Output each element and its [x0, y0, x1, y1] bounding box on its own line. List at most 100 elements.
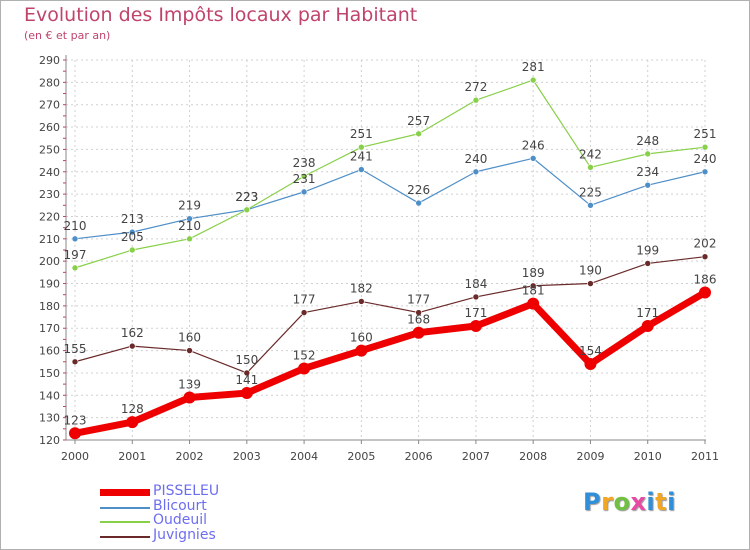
data-point-oudeuil	[701, 143, 709, 151]
data-point-juvignies	[186, 347, 193, 354]
data-point-pisseleu	[641, 320, 654, 332]
data-point-pisseleu	[240, 387, 253, 400]
chart-title: Evolution des Impôts locaux par Habitant	[24, 4, 418, 26]
data-point-juvignies	[529, 282, 537, 290]
y-tick-label: 120	[39, 434, 60, 447]
y-tick-label: 140	[39, 389, 60, 402]
series-line-juvignies	[74, 256, 706, 374]
data-point-blicourt	[644, 181, 652, 189]
data-point-pisseleu	[298, 362, 311, 375]
data-label-pisseleu: 160	[350, 331, 373, 345]
series-line-oudeuil	[74, 79, 706, 269]
legend-swatch	[100, 489, 150, 496]
x-tick-label: 2010	[634, 450, 662, 463]
data-label-blicourt: 246	[522, 138, 545, 152]
data-label-juvignies: 177	[293, 293, 316, 307]
data-point-blicourt	[529, 155, 537, 162]
data-label-juvignies: 199	[636, 243, 659, 257]
x-tick-label: 2007	[462, 450, 490, 463]
data-label-oudeuil: 238	[293, 156, 316, 170]
x-tick-label: 2000	[61, 450, 89, 463]
data-label-pisseleu: 139	[178, 378, 201, 392]
data-point-juvignies	[358, 298, 365, 305]
data-label-pisseleu: 181	[522, 284, 545, 298]
x-tick-label: 2005	[347, 450, 375, 463]
data-point-oudeuil	[587, 163, 594, 171]
data-label-pisseleu: 128	[121, 402, 144, 416]
y-tick-label: 190	[39, 278, 60, 291]
series-line-pisseleu	[74, 289, 707, 437]
data-label-oudeuil: 210	[178, 219, 201, 233]
legend-swatch	[100, 506, 150, 509]
data-label-juvignies: 155	[64, 342, 87, 356]
y-tick-label: 230	[39, 188, 60, 201]
data-label-pisseleu: 123	[64, 413, 87, 427]
x-tick-label: 2003	[233, 450, 261, 463]
data-label-juvignies: 177	[407, 293, 430, 307]
data-point-blicourt	[358, 166, 365, 173]
legend-label: PISSELEU	[153, 483, 220, 499]
data-point-blicourt	[186, 215, 193, 223]
data-label-oudeuil: 248	[636, 134, 659, 148]
data-point-pisseleu	[412, 326, 425, 339]
data-point-blicourt	[701, 168, 709, 176]
label-layer: 155 162 160 150 177 182 177 184 189 190 199 202 210 2…	[64, 60, 717, 427]
data-label-oudeuil: 251	[350, 127, 373, 141]
data-point-juvignies	[243, 369, 251, 377]
data-label-oudeuil: 251	[694, 127, 717, 141]
data-point-oudeuil	[71, 264, 79, 272]
data-label-pisseleu: 171	[464, 306, 487, 320]
data-label-blicourt: 223	[235, 190, 258, 204]
chart-subtitle: (en € et par an)	[24, 29, 111, 42]
data-label-blicourt: 240	[464, 152, 487, 166]
legend-label: Juvignies	[153, 526, 216, 543]
y-tick-label: 280	[39, 76, 60, 89]
y-tick-label: 160	[39, 345, 60, 358]
data-point-juvignies	[701, 253, 709, 261]
data-label-pisseleu: 186	[694, 272, 717, 286]
y-tick-label: 240	[39, 166, 60, 179]
data-label-juvignies: 190	[579, 264, 602, 278]
data-label-pisseleu: 171	[636, 306, 659, 320]
grid-layer	[66, 59, 706, 441]
y-tick-label: 210	[39, 233, 60, 246]
data-label-blicourt: 210	[64, 219, 87, 233]
data-label-oudeuil: 197	[64, 248, 87, 262]
data-label-oudeuil: 281	[522, 60, 545, 74]
legend-swatch	[100, 521, 150, 523]
x-tick-label: 2009	[576, 450, 604, 463]
proxiti-logo: Proxiti	[583, 488, 676, 516]
data-point-pisseleu	[469, 320, 482, 332]
data-label-juvignies: 182	[350, 281, 373, 295]
data-point-pisseleu	[355, 344, 368, 357]
y-tick-label: 290	[39, 54, 60, 67]
data-point-blicourt	[472, 168, 480, 176]
y-tick-label: 260	[39, 121, 60, 134]
x-tick-label: 2001	[118, 450, 146, 463]
data-point-juvignies	[128, 342, 136, 350]
x-tick-label: 2002	[176, 450, 204, 463]
data-label-blicourt: 231	[293, 172, 316, 186]
data-label-juvignies: 160	[178, 331, 201, 345]
data-label-blicourt: 241	[350, 150, 373, 164]
data-label-juvignies: 162	[121, 326, 144, 340]
data-label-blicourt: 240	[694, 152, 717, 166]
data-point-blicourt	[71, 235, 79, 243]
data-label-blicourt: 219	[178, 199, 201, 213]
y-tick-label: 270	[39, 99, 60, 112]
legend-label: Blicourt	[153, 497, 207, 514]
data-point-blicourt	[415, 199, 422, 207]
data-label-blicourt: 234	[636, 165, 659, 179]
x-tick-label: 2008	[519, 450, 547, 463]
data-label-juvignies: 150	[235, 353, 258, 367]
data-point-juvignies	[415, 309, 422, 316]
data-label-blicourt: 213	[121, 212, 144, 226]
data-label-juvignies: 184	[464, 277, 487, 291]
data-point-juvignies	[644, 260, 652, 267]
data-point-juvignies	[300, 309, 308, 316]
y-tick-label: 200	[39, 255, 60, 268]
data-label-oudeuil: 223	[235, 190, 258, 204]
data-label-juvignies: 202	[694, 237, 717, 251]
data-point-pisseleu	[584, 358, 597, 370]
